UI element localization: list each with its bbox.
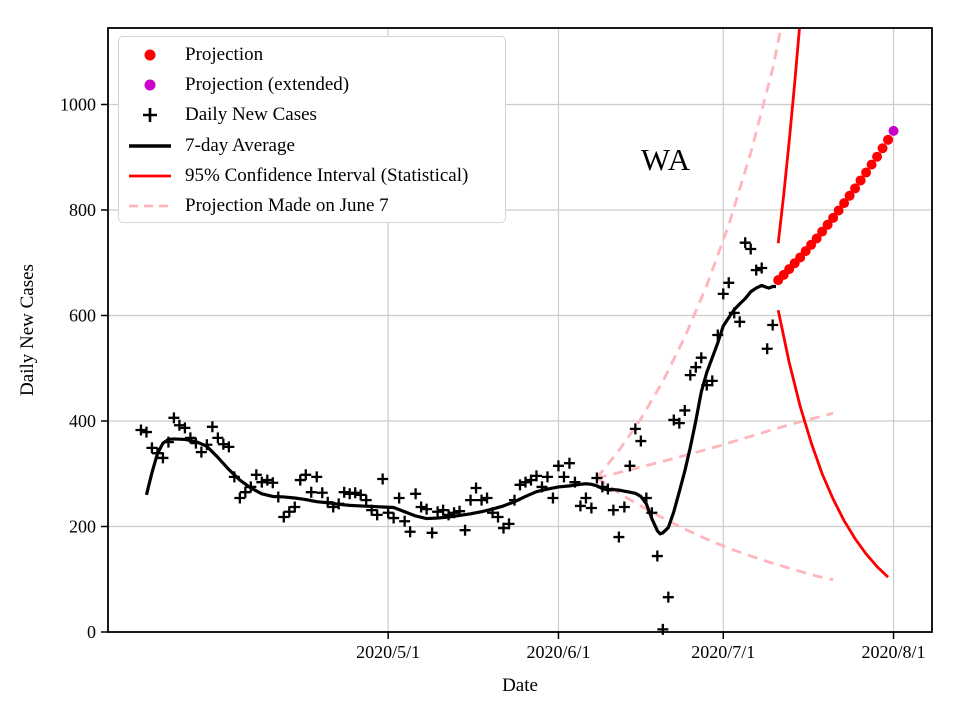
june7-projection-lower bbox=[596, 476, 834, 582]
legend-item-daily-new-cases: Daily New Cases bbox=[119, 100, 505, 130]
legend: Projection Projection (extended) Daily N… bbox=[118, 36, 506, 223]
legend-item-projection: Projection bbox=[119, 40, 505, 70]
legend-item-label: Projection bbox=[185, 44, 264, 66]
legend-item-label: Projection Made on June 7 bbox=[185, 195, 389, 217]
y-tick-label: 1000 bbox=[60, 94, 96, 114]
x-tick-label: 2020/5/1 bbox=[356, 642, 420, 662]
x-tick-label: 2020/7/1 bbox=[691, 642, 755, 662]
y-tick-label: 200 bbox=[69, 516, 96, 536]
black-line-icon bbox=[129, 143, 171, 148]
y-tick-label: 800 bbox=[69, 200, 96, 220]
daily-new-cases bbox=[135, 237, 779, 635]
pink-dash-icon bbox=[129, 204, 171, 208]
x-axis-label: Date bbox=[502, 675, 538, 696]
ci-lower bbox=[776, 309, 890, 579]
plus-marker-icon bbox=[143, 108, 157, 123]
x-tick-label: 2020/6/1 bbox=[526, 642, 590, 662]
red-line-icon bbox=[129, 174, 171, 178]
y-axis-label: Daily New Cases bbox=[17, 264, 38, 396]
ci-upper bbox=[776, 28, 801, 244]
projection-extended bbox=[888, 125, 899, 136]
seven-day-average bbox=[144, 283, 776, 536]
legend-item-label: Daily New Cases bbox=[185, 104, 317, 126]
legend-item-label: 95% Confidence Interval (Statistical) bbox=[185, 164, 469, 186]
state-annotation: WA bbox=[640, 142, 692, 177]
y-tick-label: 0 bbox=[87, 622, 96, 642]
legend-item-june7-projection: Projection Made on June 7 bbox=[119, 191, 505, 221]
plot-frame bbox=[107, 27, 933, 633]
legend-item-7day-average: 7-day Average bbox=[119, 131, 505, 161]
projection-dot-icon bbox=[144, 49, 156, 61]
legend-item-label: Projection (extended) bbox=[185, 74, 350, 96]
legend-item-confidence-interval: 95% Confidence Interval (Statistical) bbox=[119, 161, 505, 191]
y-tick-label: 600 bbox=[69, 305, 96, 325]
projection-extended-dot-icon bbox=[144, 79, 156, 91]
june7-projection-upper bbox=[595, 28, 783, 479]
june7-projection-mid bbox=[596, 411, 834, 480]
legend-item-label: 7-day Average bbox=[185, 134, 295, 156]
y-tick-label: 400 bbox=[69, 411, 96, 431]
projection bbox=[773, 134, 894, 286]
legend-item-projection-extended: Projection (extended) bbox=[119, 70, 505, 100]
x-tick-label: 2020/8/1 bbox=[862, 642, 926, 662]
